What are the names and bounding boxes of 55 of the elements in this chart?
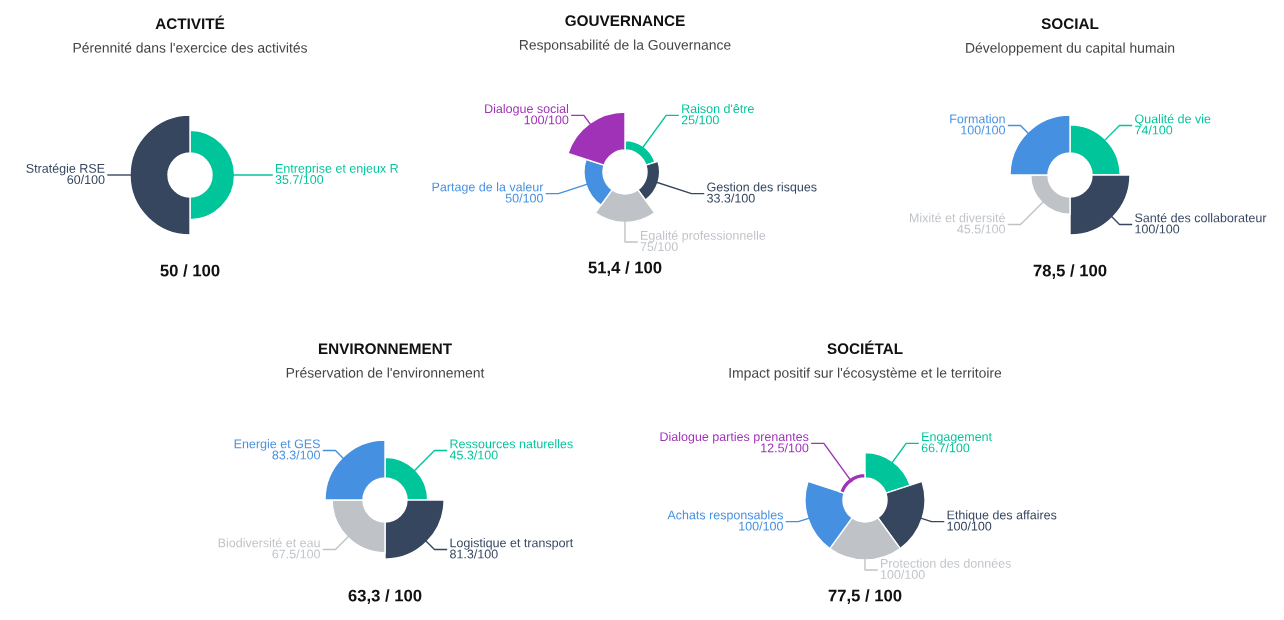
category-label: Ethique des affaires [947,510,1057,522]
category-label: Partage de la valeur [432,182,544,194]
category-label: Mixité et diversité [909,212,1005,223]
text: 63,3 / 100 [348,589,422,604]
text: Impact positif sur l'écosystème et le territoire [729,367,1002,381]
text: 77,5 / 100 [828,589,902,604]
text: SOCIÉTAL [827,340,903,355]
text: Développement du capital humain [966,42,1175,56]
text: Responsabilité de la Gouvernance [519,39,731,53]
data-label: 67.5/100 [272,549,321,559]
data-label: 100/100 [880,569,925,579]
data-label: 50/100 [505,193,543,203]
category-label: Gestion des risques [707,182,817,194]
category-label: Ressources naturelles [450,439,573,449]
text: Préservation de l'environnement [286,367,485,378]
data-label: 12.5/100 [761,443,809,453]
text: GOUVERNANCE [565,15,685,27]
category-label: Biodiversité et eau [218,537,320,548]
category-label: Engagement [922,432,992,444]
text: Pérennité dans l'exercice des activités [73,42,308,53]
data-label: 45.3/100 [449,450,498,460]
data-label: 75/100 [640,241,678,252]
category-label: Formation [950,114,1005,124]
data-label: 45.5/100 [957,224,1006,234]
category-label: Dialogue social [485,103,569,116]
data-label: 74/100 [1135,125,1173,135]
data-label: 100/100 [961,125,1006,135]
category-label: Egalité professionnelle [641,230,766,243]
data-label: 83.3/100 [272,450,321,460]
category-label: Santé des collaborateur [1135,212,1267,223]
category-label: Protection des données [881,558,1011,568]
category-label: Dialogue parties prenantes [660,431,809,444]
text: ACTIVITÉ [155,15,225,30]
data-label: 35.7/100 [275,174,324,184]
data-label: 100/100 [739,521,783,531]
category-label: Entreprise et enjeux R [276,163,399,176]
category-label: Logistique et transport [450,538,574,550]
category-label: Stratégie RSE [26,163,105,176]
data-label: 33.3/100 [707,193,755,203]
text: 78,5 / 100 [1033,264,1107,279]
category-label: Raison d'être [682,103,754,114]
text: SOCIAL [1041,18,1099,30]
category-label: Energie et GES [234,439,320,451]
text: 51,4 / 100 [588,261,662,276]
data-label: 60/100 [67,174,105,185]
data-label: 66.7/100 [921,443,970,453]
category-label: Achats responsables [667,510,783,522]
data-label: 100/100 [524,115,569,125]
data-label: 100/100 [947,521,992,531]
data-label: 100/100 [1135,224,1180,234]
text: 50 / 100 [160,264,220,277]
data-label: 81.3/100 [450,549,498,559]
text: ENVIRONNEMENT [318,343,452,355]
data-label: 25/100 [681,115,719,125]
category-label: Qualité de vie [1135,113,1211,126]
